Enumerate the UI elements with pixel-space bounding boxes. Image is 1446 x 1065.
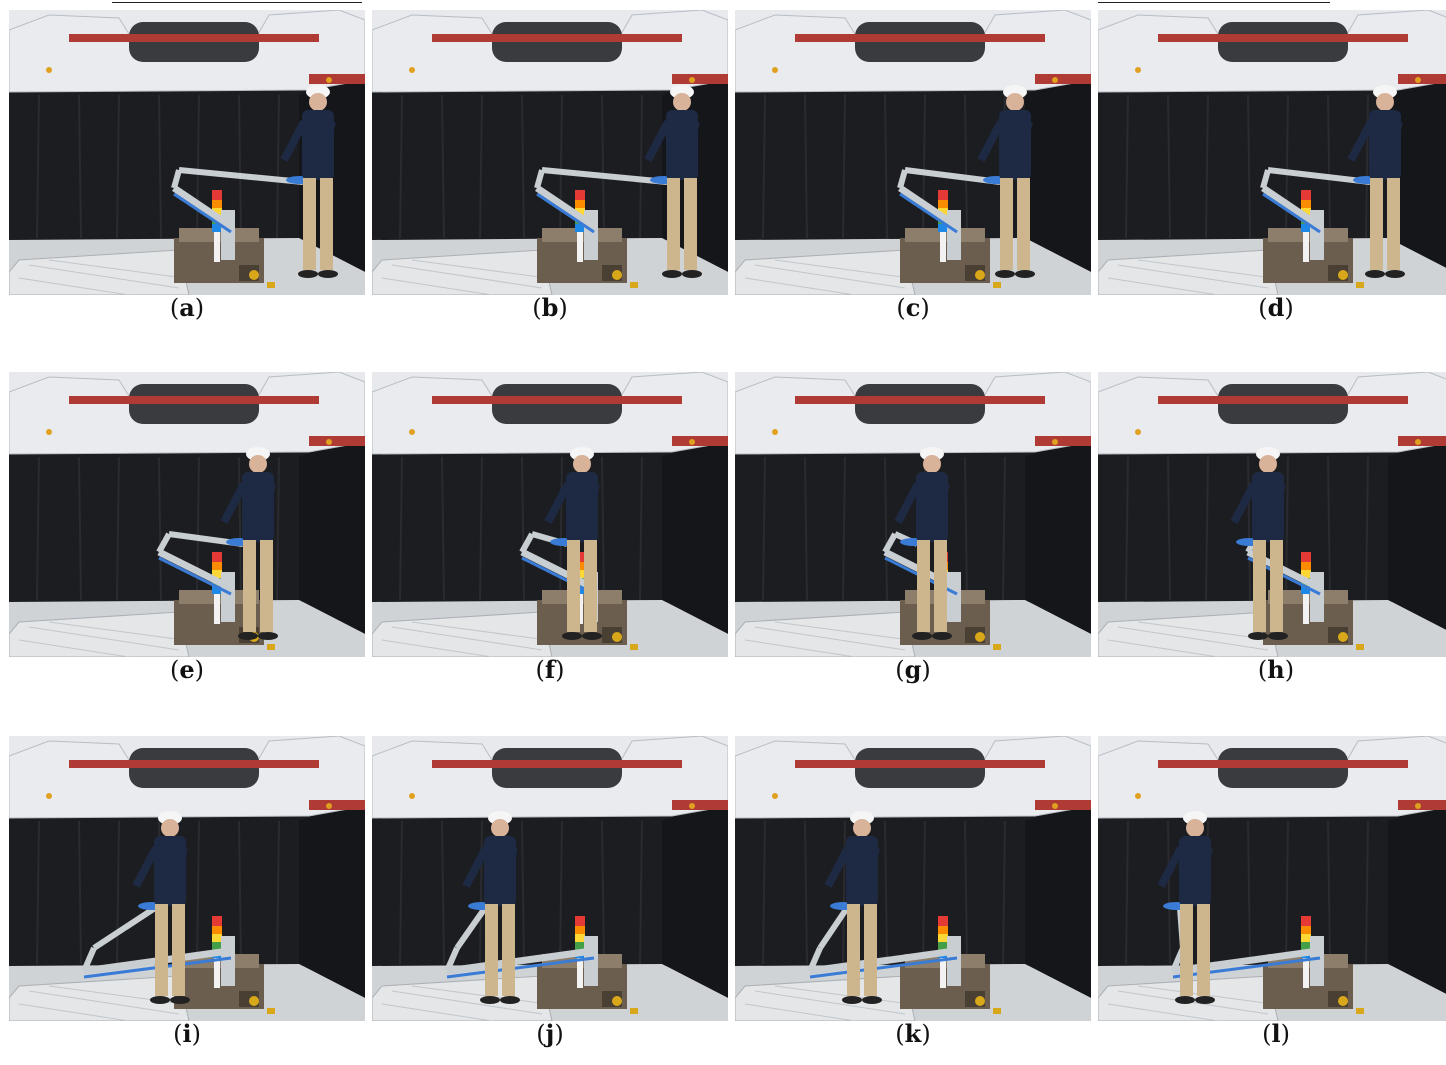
caption-label-a: a [179,293,195,322]
caption-label-g: g [904,655,922,684]
photo-panel-c [735,10,1091,295]
caption-f: (f) [535,655,565,684]
caption-i: (i) [173,1019,201,1048]
top-rule-left [112,2,362,3]
photo-panel-l [1098,736,1446,1021]
caption-h: (h) [1257,655,1295,684]
caption-k: (k) [895,1019,931,1048]
photo-panel-e [9,372,365,657]
caption-label-l: l [1271,1019,1281,1048]
caption-label-e: e [179,655,195,684]
caption-label-b: b [541,293,559,322]
photo-panel-k [735,736,1091,1021]
caption-label-c: c [905,293,921,322]
caption-l: (l) [1262,1019,1290,1048]
photo-panel-f [372,372,728,657]
caption-label-i: i [182,1019,192,1048]
caption-b: (b) [532,293,568,322]
caption-label-j: j [545,1019,555,1048]
caption-c: (c) [896,293,930,322]
photo-panel-i [9,736,365,1021]
photo-panel-g [735,372,1091,657]
photo-panel-a [9,10,365,295]
caption-label-d: d [1267,293,1285,322]
photo-panel-h [1098,372,1446,657]
caption-g: (g) [895,655,931,684]
top-rule-right [1098,2,1330,3]
caption-d: (d) [1258,293,1294,322]
photo-panel-j [372,736,728,1021]
caption-j: (j) [536,1019,564,1048]
caption-label-h: h [1267,655,1285,684]
caption-label-k: k [904,1019,922,1048]
photo-panel-b [372,10,728,295]
caption-e: (e) [169,655,205,684]
caption-a: (a) [169,293,205,322]
caption-label-f: f [544,655,556,684]
photo-panel-d [1098,10,1446,295]
